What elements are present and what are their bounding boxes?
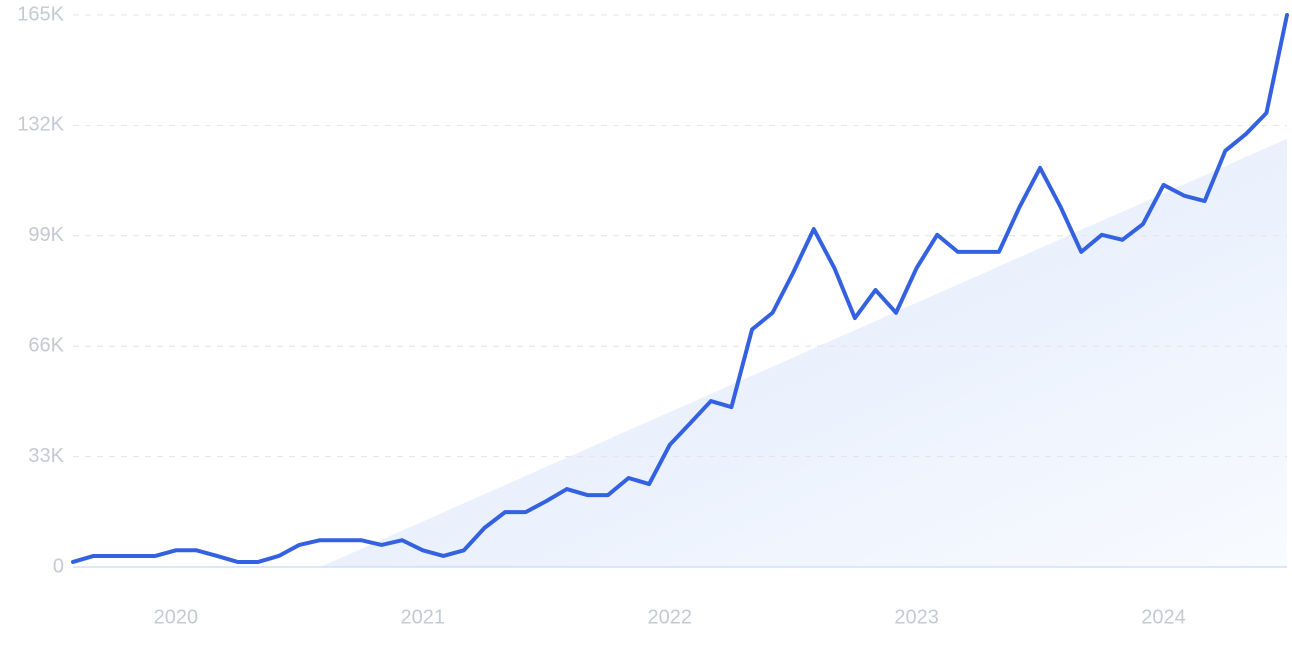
x-tick-label: 2020 <box>154 606 199 628</box>
trend-area <box>319 138 1287 568</box>
y-tick-label: 165K <box>17 3 64 25</box>
y-tick-label: 0 <box>53 555 64 577</box>
y-tick-label: 132K <box>17 114 64 136</box>
x-tick-label: 2021 <box>401 606 446 628</box>
x-tick-label: 2024 <box>1141 606 1186 628</box>
x-tick-label: 2023 <box>894 606 939 628</box>
y-tick-label: 66K <box>28 334 64 356</box>
line <box>71 13 1289 564</box>
y-tick-label: 99K <box>28 224 64 246</box>
y-tick-label: 33K <box>28 445 64 467</box>
x-tick-label: 2022 <box>647 606 692 628</box>
